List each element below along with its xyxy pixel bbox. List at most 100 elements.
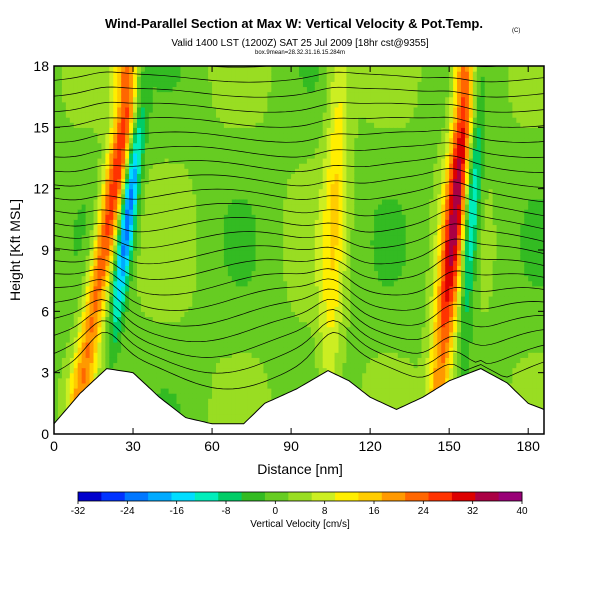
velocity-cell xyxy=(121,71,126,77)
velocity-cell xyxy=(136,76,142,82)
velocity-cell xyxy=(267,173,272,180)
velocity-cell xyxy=(148,152,154,159)
velocity-cell xyxy=(152,229,158,236)
velocity-cell xyxy=(109,336,114,343)
velocity-cell xyxy=(140,367,146,374)
velocity-cell xyxy=(338,352,344,358)
velocity-cell xyxy=(326,290,332,297)
velocity-cell xyxy=(105,132,110,139)
velocity-cell xyxy=(160,321,166,328)
velocity-cell xyxy=(54,265,59,272)
velocity-cell xyxy=(156,342,162,348)
velocity-cell xyxy=(140,81,146,88)
velocity-cell xyxy=(227,127,233,134)
velocity-cell xyxy=(338,316,344,323)
velocity-cell xyxy=(97,229,103,236)
velocity-cell xyxy=(342,367,348,374)
velocity-cell xyxy=(350,306,355,312)
velocity-cell xyxy=(243,183,249,190)
velocity-cell xyxy=(121,66,126,72)
velocity-cell xyxy=(334,316,340,323)
velocity-cell xyxy=(133,270,138,277)
velocity-cell xyxy=(168,336,174,343)
velocity-cell xyxy=(69,398,75,404)
velocity-cell xyxy=(322,229,328,236)
velocity-cell xyxy=(65,229,71,236)
velocity-cell xyxy=(89,163,95,169)
velocity-cell xyxy=(326,331,332,338)
velocity-cell xyxy=(129,122,134,128)
velocity-cell xyxy=(342,352,348,358)
velocity-cell xyxy=(330,96,336,103)
velocity-cell xyxy=(350,163,355,169)
velocity-cell xyxy=(223,188,229,195)
velocity-cell xyxy=(105,163,110,169)
velocity-cell xyxy=(93,265,99,272)
velocity-cell xyxy=(69,142,75,149)
velocity-cell xyxy=(93,331,99,338)
velocity-cell xyxy=(93,214,99,220)
velocity-cell xyxy=(291,250,296,256)
velocity-cell xyxy=(247,388,253,394)
velocity-cell xyxy=(247,342,253,348)
velocity-cell xyxy=(235,418,241,425)
velocity-cell xyxy=(164,275,170,282)
velocity-cell xyxy=(259,331,265,338)
velocity-cell xyxy=(176,152,182,159)
velocity-cell xyxy=(73,91,79,98)
velocity-cell xyxy=(219,413,225,420)
velocity-cell xyxy=(204,234,209,241)
velocity-cell xyxy=(148,270,154,277)
velocity-cell xyxy=(342,96,348,103)
velocity-cell xyxy=(93,367,99,374)
velocity-cell xyxy=(57,336,63,343)
velocity-cell xyxy=(200,306,205,312)
velocity-cell xyxy=(334,66,340,72)
velocity-cell xyxy=(77,117,83,123)
velocity-cell xyxy=(326,229,332,236)
velocity-cell xyxy=(295,122,300,128)
velocity-cell xyxy=(291,301,296,307)
velocity-cell xyxy=(101,106,106,113)
velocity-cell xyxy=(192,362,197,369)
velocity-cell xyxy=(310,81,316,88)
velocity-cell xyxy=(160,311,166,318)
velocity-cell xyxy=(176,96,182,103)
velocity-cell xyxy=(342,158,348,164)
velocity-cell xyxy=(105,285,110,292)
velocity-cell xyxy=(117,357,122,364)
velocity-cell xyxy=(239,347,245,353)
velocity-cell xyxy=(247,326,253,333)
velocity-cell xyxy=(239,265,245,272)
velocity-cell xyxy=(287,321,292,328)
velocity-cell xyxy=(200,188,205,195)
velocity-cell xyxy=(152,158,158,164)
velocity-cell xyxy=(184,408,189,415)
velocity-cell xyxy=(354,234,359,241)
velocity-cell xyxy=(57,398,63,404)
velocity-cell xyxy=(101,316,106,323)
velocity-cell xyxy=(85,204,91,210)
velocity-cell xyxy=(255,209,261,215)
velocity-cell xyxy=(188,117,193,123)
velocity-cell xyxy=(136,152,142,159)
velocity-cell xyxy=(310,357,316,364)
velocity-cell xyxy=(239,336,245,343)
velocity-cell xyxy=(168,342,174,348)
velocity-cell xyxy=(235,122,241,128)
velocity-cell xyxy=(65,117,71,123)
velocity-cell xyxy=(263,183,268,190)
velocity-cell xyxy=(117,306,122,312)
velocity-cell xyxy=(176,408,182,415)
velocity-cell xyxy=(338,342,344,348)
velocity-cell xyxy=(200,106,205,113)
velocity-cell xyxy=(310,198,316,205)
velocity-cell xyxy=(342,347,348,353)
velocity-cell xyxy=(334,321,340,328)
velocity-cell xyxy=(235,377,241,384)
velocity-cell xyxy=(212,137,217,144)
velocity-cell xyxy=(231,347,237,353)
velocity-cell xyxy=(156,382,162,389)
velocity-cell xyxy=(338,101,344,108)
velocity-cell xyxy=(117,76,122,82)
